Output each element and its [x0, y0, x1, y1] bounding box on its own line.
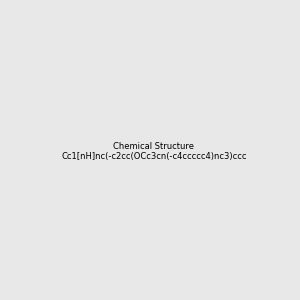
Text: Chemical Structure
Cc1[nH]nc(-c2cc(OCc3cn(-c4ccccc4)nc3)ccc: Chemical Structure Cc1[nH]nc(-c2cc(OCc3c… — [61, 142, 247, 161]
